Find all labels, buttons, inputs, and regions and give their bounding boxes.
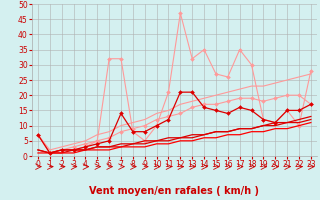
X-axis label: Vent moyen/en rafales ( km/h ): Vent moyen/en rafales ( km/h ) <box>89 186 260 196</box>
